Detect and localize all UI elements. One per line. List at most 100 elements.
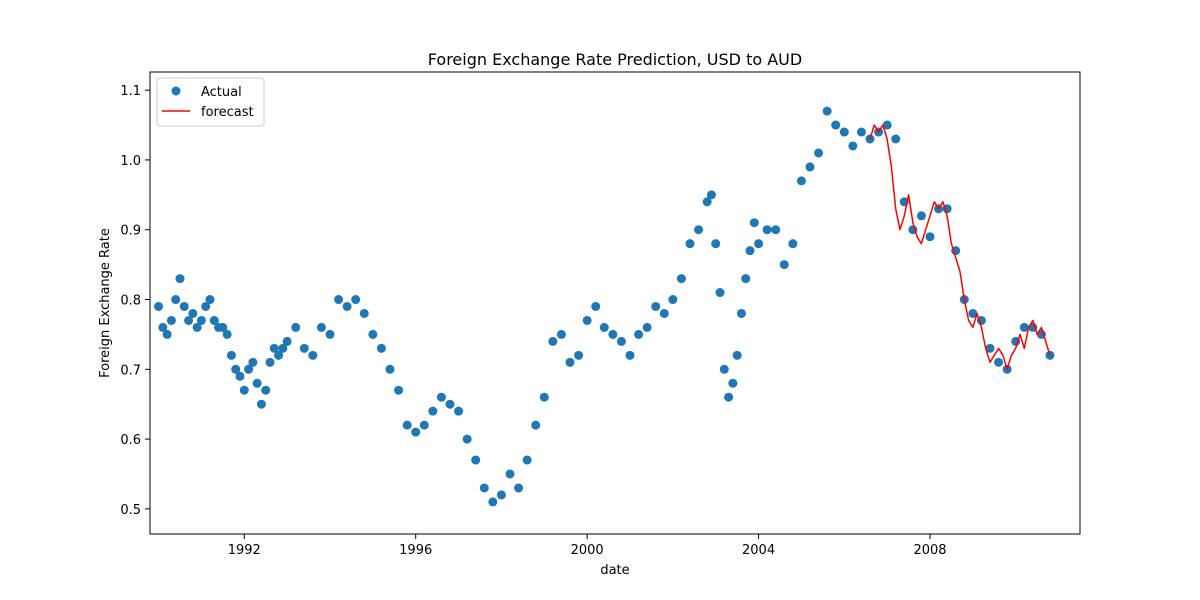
actual-point [916, 211, 926, 221]
actual-point [749, 218, 759, 228]
actual-point [762, 225, 772, 235]
actual-point [351, 295, 361, 305]
actual-point [668, 295, 678, 305]
actual-point [454, 406, 464, 416]
actual-point [754, 239, 764, 249]
actual-point [882, 120, 892, 130]
actual-point [261, 385, 271, 395]
actual-point [715, 288, 725, 298]
actual-point [814, 148, 824, 158]
actual-point [334, 295, 344, 305]
actual-point [394, 385, 404, 395]
actual-point [848, 141, 858, 151]
actual-point [496, 490, 506, 500]
actual-point [616, 336, 626, 346]
actual-point [252, 378, 262, 388]
actual-point [471, 455, 481, 465]
actual-point [218, 322, 228, 332]
legend-actual-marker [171, 86, 181, 96]
x-tick-label: 1996 [399, 543, 432, 558]
actual-point [488, 497, 498, 507]
actual-point [282, 336, 292, 346]
actual-point [316, 322, 326, 332]
chart-title: Foreign Exchange Rate Prediction, USD to… [428, 50, 802, 69]
actual-point [839, 127, 849, 137]
actual-point [192, 322, 202, 332]
actual-point [462, 434, 472, 444]
plot-area [154, 106, 1055, 507]
actual-point [822, 106, 832, 116]
y-ticks: 0.5 0.6 0.7 0.8 0.9 1.0 1.1 [120, 84, 150, 518]
actual-point [685, 239, 695, 249]
actual-point [548, 336, 558, 346]
actual-point [201, 301, 211, 311]
x-axis-label: date [600, 563, 629, 578]
actual-point [188, 308, 198, 318]
actual-point [248, 357, 258, 367]
actual-point [514, 483, 524, 493]
actual-point [376, 343, 386, 353]
actual-point [574, 350, 584, 360]
actual-point [985, 343, 995, 353]
x-tick-label: 2004 [742, 543, 775, 558]
actual-point [625, 350, 635, 360]
actual-point [274, 350, 284, 360]
x-tick-label: 2000 [571, 543, 604, 558]
actual-point [308, 350, 318, 360]
actual-point [856, 127, 866, 137]
legend-box [156, 77, 265, 127]
legend: Actual forecast [156, 77, 265, 127]
actual-point [256, 399, 266, 409]
actual-point [565, 357, 575, 367]
actual-point [342, 301, 352, 311]
actual-point [788, 239, 798, 249]
y-tick-label: 0.6 [120, 433, 141, 448]
actual-point [634, 329, 644, 339]
actual-point [231, 364, 241, 374]
actual-point [171, 295, 181, 305]
actual-point [235, 371, 245, 381]
legend-forecast-label: forecast [201, 105, 254, 120]
x-ticks: 1992 1996 2000 2004 2008 [228, 534, 947, 558]
actual-point [269, 343, 279, 353]
actual-point [741, 274, 751, 284]
actual-point [166, 315, 176, 325]
actual-point [925, 232, 935, 242]
actual-point [154, 301, 164, 311]
actual-point [706, 190, 716, 200]
actual-point [1045, 350, 1055, 360]
actual-point [385, 364, 395, 374]
forecast-line [869, 124, 1051, 371]
actual-point [445, 399, 455, 409]
actual-point [226, 350, 236, 360]
plot-frame [149, 71, 1081, 535]
x-tick-label: 2008 [913, 543, 946, 558]
actual-point [891, 134, 901, 144]
x-tick-label: 1992 [228, 543, 261, 558]
actual-point [299, 343, 309, 353]
actual-point [184, 315, 194, 325]
y-tick-label: 1.0 [120, 154, 141, 169]
actual-point [162, 329, 172, 339]
y-tick-label: 0.5 [120, 503, 141, 518]
actual-point [278, 343, 288, 353]
actual-point [702, 197, 712, 207]
actual-point [419, 420, 429, 430]
actual-point [158, 322, 168, 332]
actual-point [505, 469, 515, 479]
actual-point [676, 274, 686, 284]
actual-point [599, 322, 609, 332]
actual-point [994, 357, 1004, 367]
actual-point [479, 483, 489, 493]
actual-point [522, 455, 532, 465]
actual-point [244, 364, 254, 374]
y-tick-label: 0.8 [120, 294, 141, 309]
actual-point [436, 392, 446, 402]
actual-point [694, 225, 704, 235]
y-tick-label: 0.9 [120, 224, 141, 239]
actual-point [779, 260, 789, 270]
actual-point [265, 357, 275, 367]
actual-point [531, 420, 541, 430]
actual-point [745, 246, 755, 256]
actual-point [205, 295, 215, 305]
